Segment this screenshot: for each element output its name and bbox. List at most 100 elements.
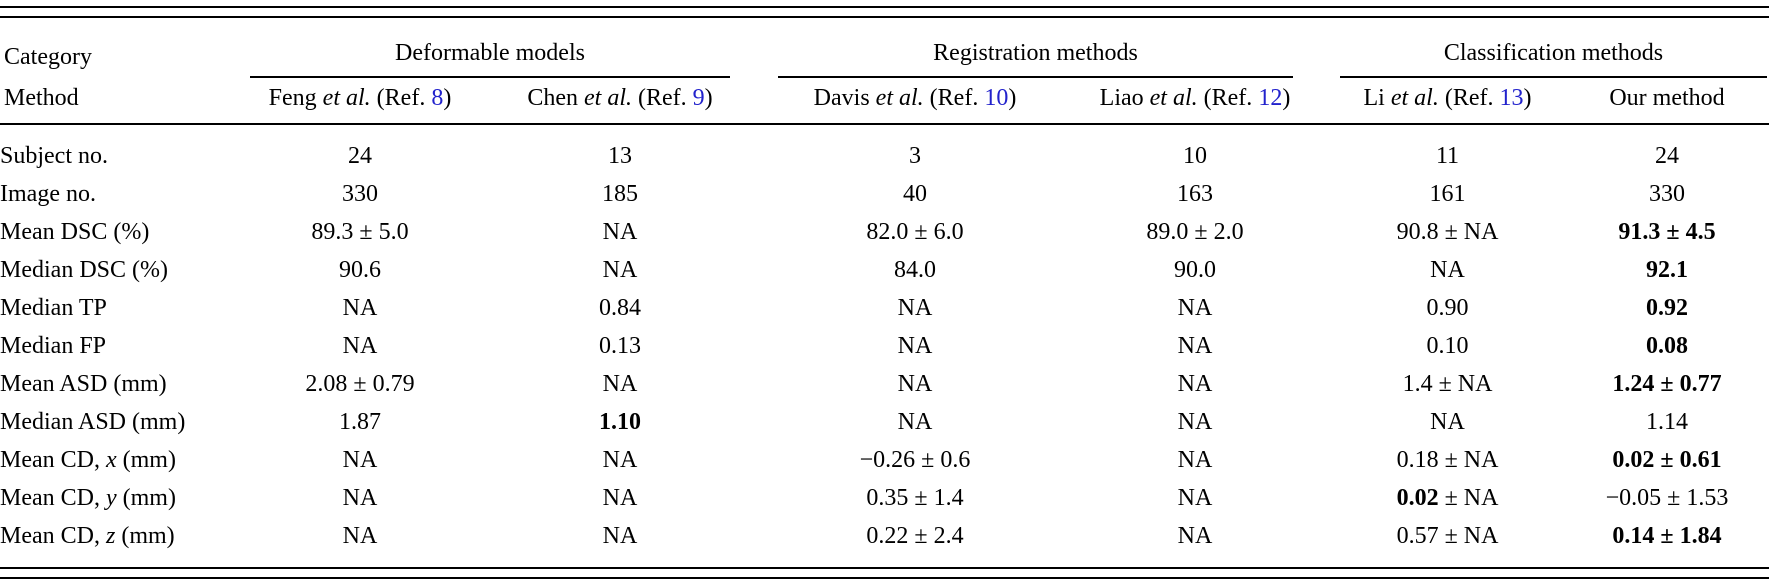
table-cell: 0.18 ± NA [1396, 446, 1499, 473]
table-cell: 89.0 ± 2.0 [1146, 218, 1244, 245]
table-cell: −0.26 ± 0.6 [859, 446, 971, 473]
table-cell: 330 [342, 180, 378, 207]
table-cell: 0.92 [1646, 294, 1688, 321]
table-cell: NA [342, 294, 378, 321]
table-cell: 82.0 ± 6.0 [866, 218, 964, 245]
method-header-row: Feng et al. (Ref. 8) Chen et al. (Ref. 9)… [0, 78, 1769, 125]
category-label: Category [4, 44, 92, 70]
table-cell: 0.13 [599, 332, 641, 359]
table-cell: 90.6 [339, 256, 381, 283]
row-label: Mean CD, y (mm) [0, 484, 176, 511]
table-row: Mean ASD (mm) 2.08 ± 0.79 NA NA NA 1.4 ± NA 1.… [0, 365, 1769, 403]
table-cell: 0.84 [599, 294, 641, 321]
row-label: Image no. [0, 180, 96, 207]
table-cell: 13 [608, 142, 632, 169]
table-body: Subject no. 24 13 3 10 11 24 Image no. 330 185 40 1… [0, 124, 1769, 555]
table-cell: 3 [909, 142, 921, 169]
table-cell: 89.3 ± 5.0 [311, 218, 409, 245]
table-cell: NA [897, 408, 933, 435]
table-cell: NA [1430, 256, 1465, 283]
table-cell: NA [1177, 446, 1213, 473]
row-label: Median TP [0, 294, 107, 321]
table-cell: 185 [602, 180, 638, 207]
table-cell: 92.1 [1646, 256, 1688, 283]
table-row: Mean CD, z (mm) NA NA 0.22 ± 2.4 NA 0.57 ± NA… [0, 517, 1769, 555]
table-cell: 1.14 [1646, 408, 1688, 435]
table-row: Mean CD, y (mm) NA NA 0.35 ± 1.4 NA 0.02 ± NA… [0, 479, 1769, 517]
method-header: Feng et al. (Ref. 8) [250, 78, 470, 125]
table-cell: NA [1177, 522, 1213, 549]
table-cell: 330 [1649, 180, 1685, 207]
row-label: Median FP [0, 332, 107, 359]
table-cell: NA [1177, 370, 1213, 397]
ref-link[interactable]: 8 [431, 85, 444, 111]
table-cell: 90.8 ± NA [1396, 218, 1499, 245]
table-cell: NA [602, 218, 638, 245]
method-header: Li et al. (Ref. 13) [1330, 78, 1565, 125]
row-label: Mean CD, x (mm) [0, 446, 176, 473]
table-cell: 91.3 ± 4.5 [1618, 218, 1716, 245]
table-cell: 0.35 ± 1.4 [866, 484, 964, 511]
group-label: Registration methods [933, 40, 1138, 66]
table-cell: 40 [903, 180, 927, 207]
group-header-registration-methods: Registration methods [770, 18, 1330, 78]
table-cell: 0.02 ± 0.61 [1612, 446, 1722, 473]
table-row: Subject no. 24 13 3 10 11 24 [0, 124, 1769, 175]
table-cell: NA [1177, 408, 1213, 435]
table-cell: NA [602, 446, 638, 473]
group-header-row: Category Method Deformable models Regist… [0, 18, 1769, 125]
table-cell: NA [1177, 294, 1213, 321]
group-label: Deformable models [395, 40, 585, 66]
table-cell: 161 [1429, 180, 1466, 207]
group-header-deformable-models: Deformable models [250, 18, 770, 78]
table-cell: NA [897, 370, 933, 397]
method-header: Davis et al. (Ref. 10) [770, 78, 1060, 125]
table-cell: 11 [1435, 142, 1460, 169]
row-label: Median DSC (%) [0, 256, 168, 283]
ref-link[interactable]: 13 [1499, 85, 1524, 111]
table-row: Median FP NA 0.13 NA NA 0.10 0.08 [0, 327, 1769, 365]
table-row: Median TP NA 0.84 NA NA 0.90 0.92 [0, 289, 1769, 327]
table-cell: 84.0 [894, 256, 936, 283]
table-cell: 1.10 [599, 408, 641, 435]
method-header: Chen et al. (Ref. 9) [470, 78, 770, 125]
table-cell: NA [1430, 408, 1465, 435]
table-cell: 24 [1655, 142, 1679, 169]
table-row: Median ASD (mm) 1.87 1.10 NA NA NA 1.14 [0, 403, 1769, 441]
table-cell: NA [897, 332, 933, 359]
table-cell: NA [602, 256, 638, 283]
table-cell: NA [342, 522, 378, 549]
group-label: Classification methods [1443, 40, 1664, 66]
table-row: Median DSC (%) 90.6 NA 84.0 90.0 NA 92.1 [0, 251, 1769, 289]
ref-link[interactable]: 9 [692, 85, 705, 111]
table-cell: 0.22 ± 2.4 [866, 522, 964, 549]
table-cell: 0.57 ± NA [1396, 522, 1499, 549]
top-double-rule [0, 6, 1769, 18]
table-cell: 2.08 ± 0.79 [305, 370, 415, 397]
table-cell: NA [342, 484, 378, 511]
table-cell: 0.08 [1646, 332, 1688, 359]
table-cell: NA [1177, 332, 1213, 359]
ref-link[interactable]: 10 [984, 85, 1009, 111]
table-cell: 1.87 [339, 408, 381, 435]
table-cell: 0.90 [1426, 294, 1469, 321]
method-header: Liao et al. (Ref. 12) [1060, 78, 1330, 125]
table-cell: NA [602, 370, 638, 397]
table-row: Image no. 330 185 40 163 161 330 [0, 175, 1769, 213]
table-cell: NA [897, 294, 933, 321]
table-cell: 0.02 ± NA [1396, 484, 1499, 511]
table-cell: NA [1177, 484, 1213, 511]
ref-link[interactable]: 12 [1258, 85, 1283, 111]
table-cell: 24 [348, 142, 372, 169]
table-row: Mean DSC (%) 89.3 ± 5.0 NA 82.0 ± 6.0 89.0 ±… [0, 213, 1769, 251]
table-cell: NA [602, 484, 638, 511]
table-cell: NA [342, 446, 378, 473]
row-label: Mean CD, z (mm) [0, 522, 175, 549]
table-cell: 10 [1183, 142, 1207, 169]
table-row: Mean CD, x (mm) NA NA −0.26 ± 0.6 NA 0.18 ± N… [0, 441, 1769, 479]
group-header-classification-methods: Classification methods [1330, 18, 1769, 78]
bottom-double-rule [0, 567, 1769, 579]
row-label: Subject no. [0, 142, 108, 169]
table-cell: 163 [1177, 180, 1213, 207]
